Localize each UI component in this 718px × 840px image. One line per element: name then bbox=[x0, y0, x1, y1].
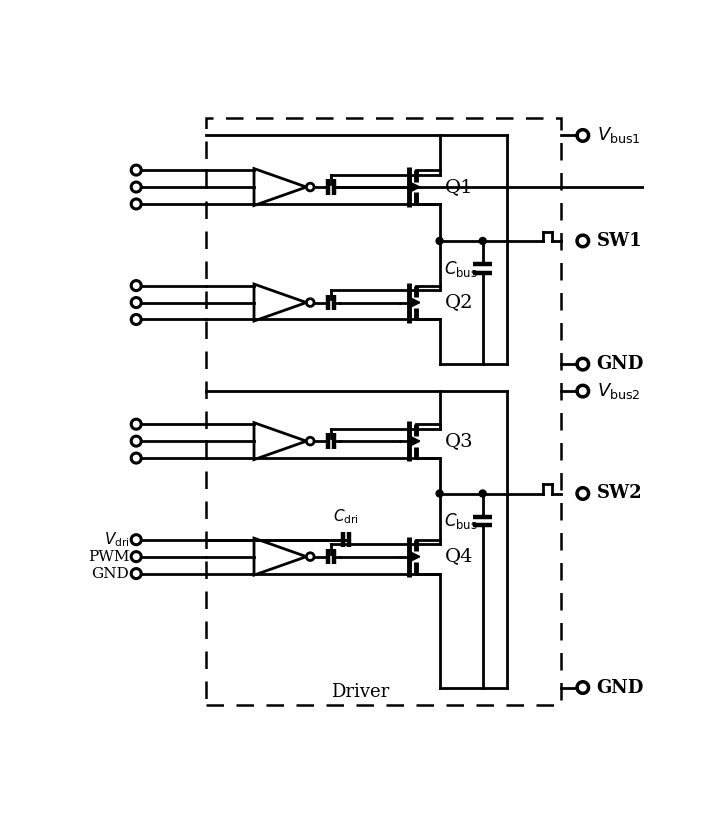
Text: $C_{\rm bus}$: $C_{\rm bus}$ bbox=[444, 259, 478, 279]
Text: SW2: SW2 bbox=[597, 485, 643, 502]
Text: GND: GND bbox=[597, 355, 644, 373]
Text: $C_{\rm dri}$: $C_{\rm dri}$ bbox=[332, 507, 358, 526]
Text: Q2: Q2 bbox=[445, 293, 473, 312]
Text: $V_{\rm bus2}$: $V_{\rm bus2}$ bbox=[597, 381, 640, 401]
Text: Q1: Q1 bbox=[445, 178, 473, 196]
Text: GND: GND bbox=[91, 566, 129, 580]
Text: PWM: PWM bbox=[88, 549, 129, 564]
Text: GND: GND bbox=[597, 679, 644, 696]
Text: Q4: Q4 bbox=[445, 548, 473, 565]
Circle shape bbox=[479, 238, 486, 244]
Circle shape bbox=[436, 238, 443, 244]
Text: SW1: SW1 bbox=[597, 232, 643, 250]
Text: $V_{\rm dri}$: $V_{\rm dri}$ bbox=[103, 530, 129, 549]
Text: $C_{\rm bus}$: $C_{\rm bus}$ bbox=[444, 512, 478, 531]
Circle shape bbox=[479, 490, 486, 497]
Text: Q3: Q3 bbox=[445, 432, 474, 450]
Circle shape bbox=[436, 490, 443, 497]
Text: $V_{\rm bus1}$: $V_{\rm bus1}$ bbox=[597, 125, 640, 145]
Text: Driver: Driver bbox=[331, 683, 389, 701]
